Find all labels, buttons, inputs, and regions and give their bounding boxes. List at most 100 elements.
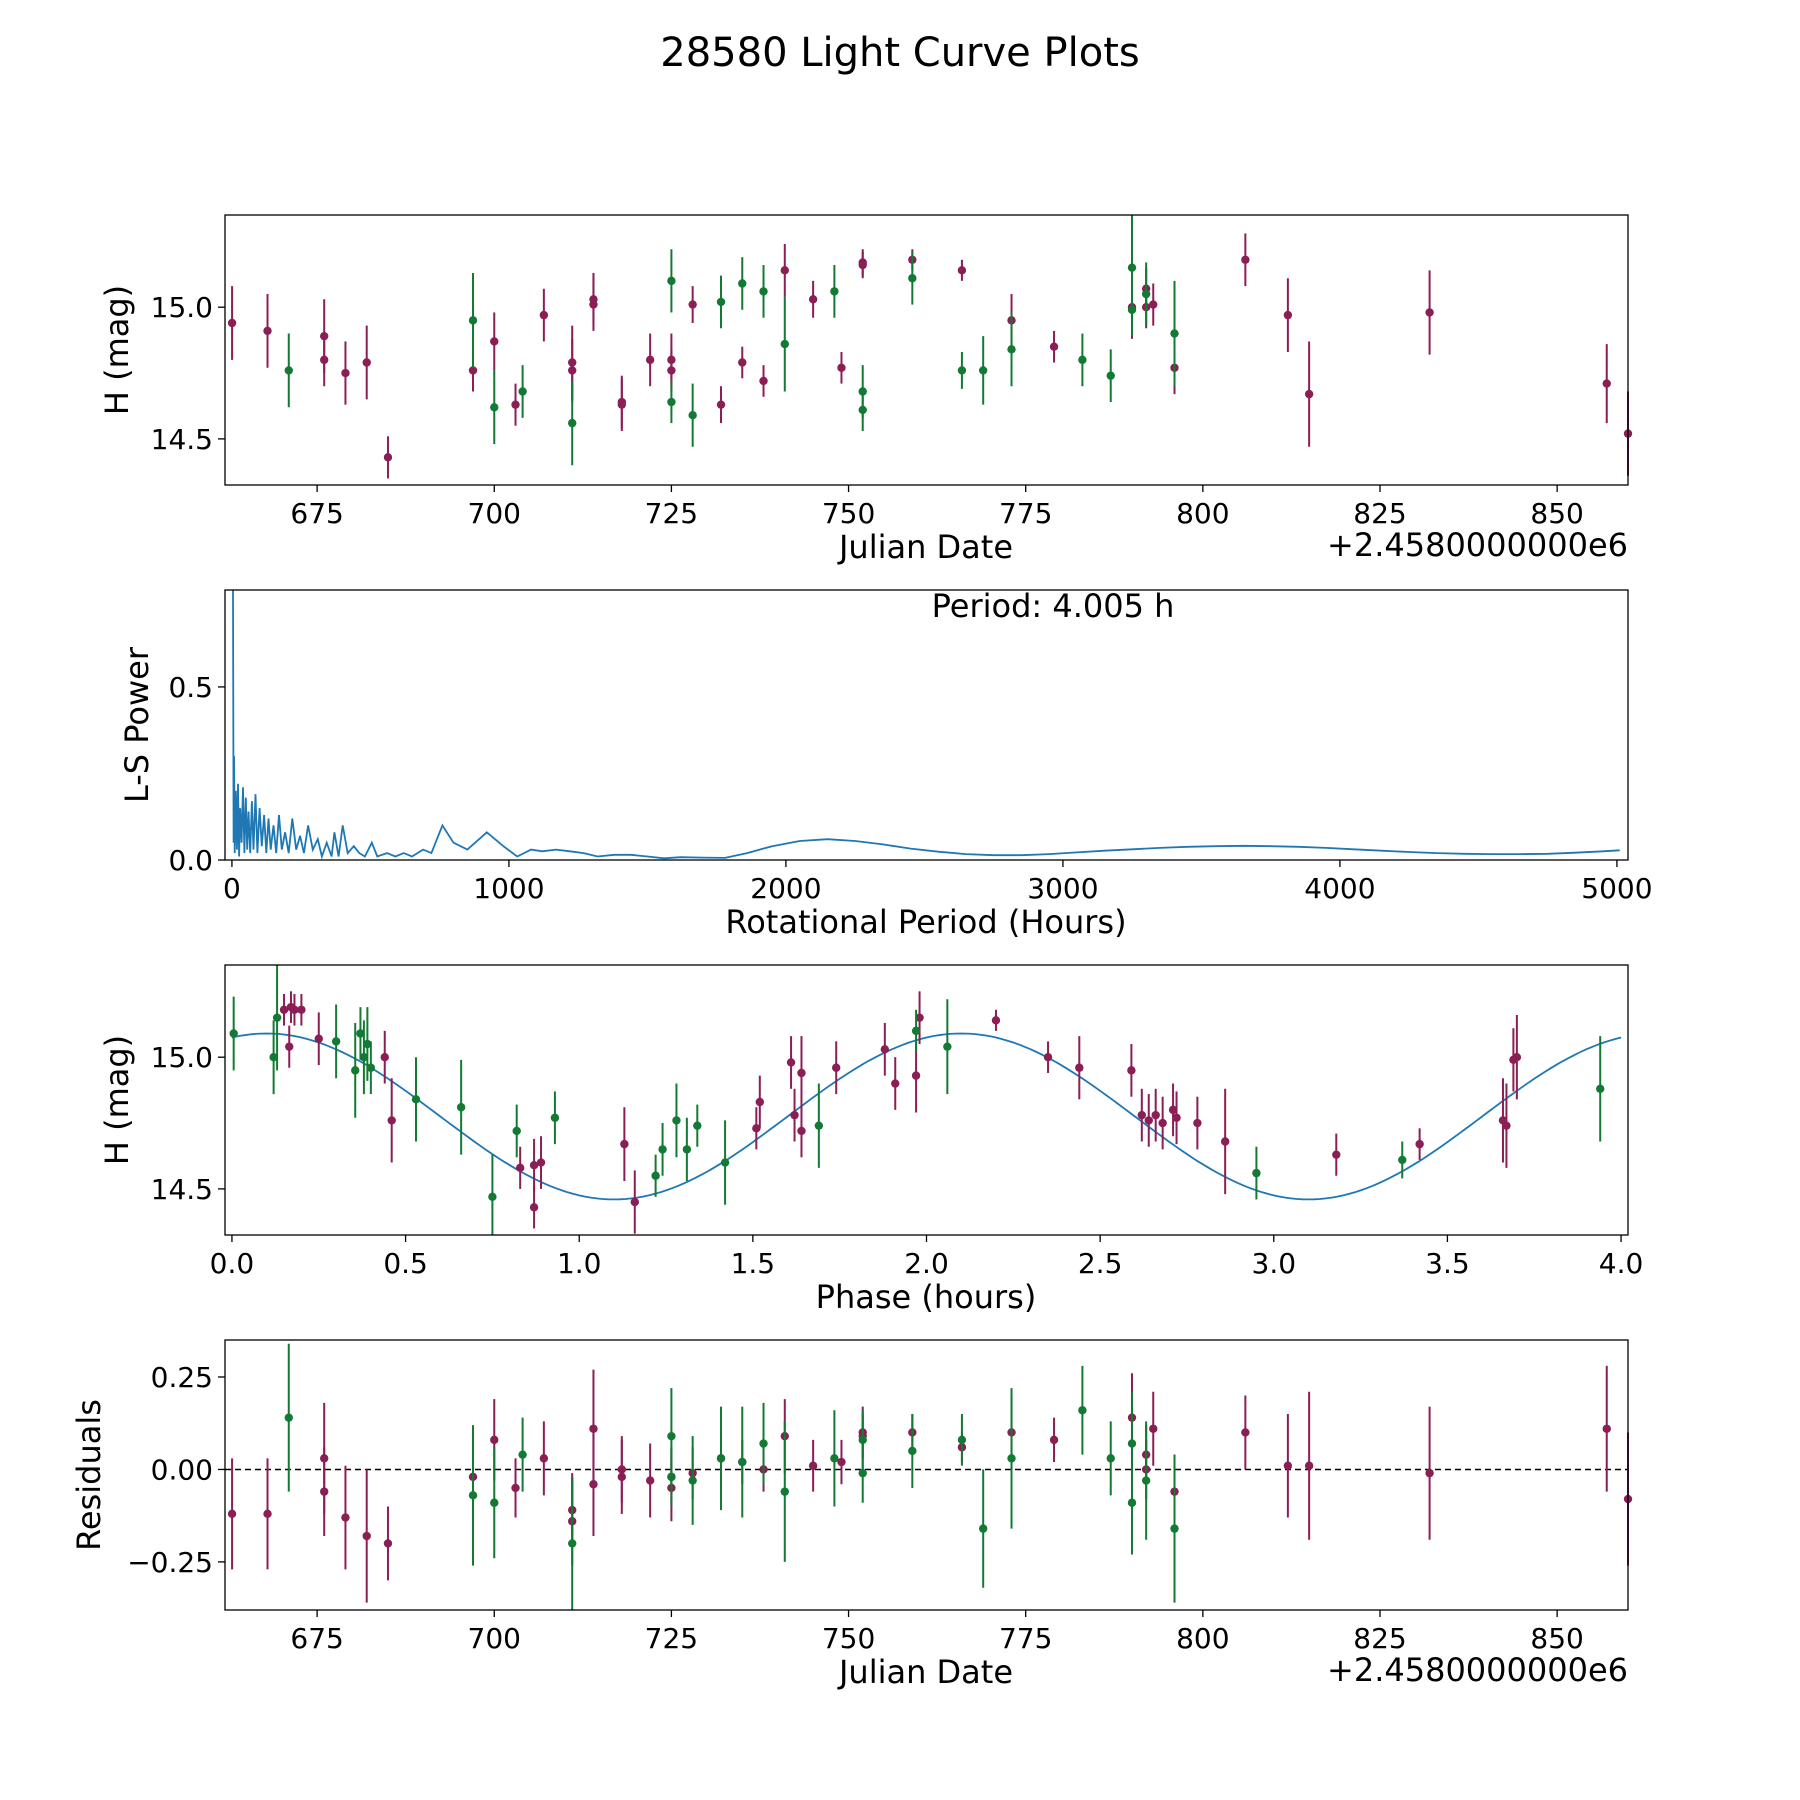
periodogram-marks: [232, 589, 1620, 860]
zr-data-point: [797, 1126, 806, 1136]
zg-data-point: [1252, 1168, 1261, 1178]
zr-data-point: [891, 1079, 900, 1088]
zr-data-point: [617, 397, 627, 407]
zg-data-point: [1106, 371, 1115, 380]
lightcurve-xtick-label: 850: [1530, 497, 1583, 530]
zr-data-point: [991, 1016, 1001, 1025]
zg-data-point: [229, 1029, 238, 1038]
zg-data-point: [957, 1435, 967, 1445]
zg-data-point: [1078, 1406, 1087, 1415]
zg-data-point: [1127, 305, 1137, 315]
zg-data-point: [490, 1498, 499, 1507]
residuals-frame: [224, 1339, 1629, 1611]
phased-ytick-label: 15.0: [151, 1041, 213, 1074]
zr-data-point: [1193, 1118, 1202, 1128]
zg-data-point: [1596, 1084, 1605, 1094]
periodogram-xtick-label: 2000: [750, 872, 821, 905]
zr-data-point: [1283, 1461, 1293, 1470]
lightcurve-xtick-label: 800: [1176, 497, 1229, 530]
zr-data-point: [290, 1005, 299, 1014]
zg-data-point: [269, 1052, 278, 1062]
zr-data-point: [511, 1483, 520, 1493]
zr-data-point: [539, 310, 549, 320]
zg-data-point: [272, 1013, 282, 1022]
zr-data-point: [568, 366, 577, 375]
zg-data-point: [488, 1192, 497, 1202]
lightcurve-panel: 675 700 725 750 775 800 825 850 14.5 15.0 Julian…: [98, 214, 1633, 566]
lightcurve-yticks: 14.5 15.0: [151, 291, 225, 456]
lightcurve-xtick-label: 825: [1353, 497, 1406, 530]
lightcurve-xtick-label: 750: [822, 497, 875, 530]
lightcurve-xticks: 675 700 725 750 775 800 825 850: [290, 485, 1584, 530]
residuals-xtick-label: 700: [468, 1622, 521, 1655]
zr-data-point: [227, 1509, 237, 1519]
zr-data-point: [1127, 1066, 1136, 1075]
zg-data-point: [1141, 289, 1151, 299]
zg-data-point: [518, 1450, 527, 1459]
lightcurve-xtick-label: 725: [645, 497, 698, 530]
periodogram-yticks: 0.0 0.5: [168, 671, 225, 877]
residuals-xtick-label: 750: [822, 1622, 875, 1655]
phased-yticks: 14.5 15.0: [151, 1041, 225, 1206]
zr-data-point: [832, 1063, 841, 1072]
phased-panel: 0.0 0.5 1.0 1.5 2.0 2.5 3.0 3.5 4.0 14.5 15.0 Pha…: [98, 964, 1643, 1316]
zr-data-point: [738, 358, 747, 367]
zg-data-point: [1007, 1454, 1016, 1463]
zg-data-point: [667, 397, 676, 407]
zr-data-point: [1149, 1424, 1158, 1433]
zg-data-point: [780, 1487, 789, 1496]
zr-data-point: [716, 400, 726, 409]
zg-data-point: [908, 274, 917, 283]
zg-data-point: [1170, 329, 1179, 338]
zg-data-point: [359, 1052, 369, 1062]
zr-data-point: [1149, 300, 1158, 309]
zg-data-point: [1078, 355, 1087, 365]
zr-data-point: [759, 376, 768, 386]
residuals-xlabel: Julian Date: [837, 1653, 1013, 1691]
zr-data-point: [645, 1476, 655, 1485]
lightcurve-marks: [227, 215, 1633, 479]
residuals-ylabel: Residuals: [70, 1399, 108, 1551]
zr-data-point: [341, 1513, 350, 1522]
zr-data-point: [320, 1487, 329, 1496]
figure-title: 28580 Light Curve Plots: [660, 30, 1139, 76]
zr-data-point: [1425, 1468, 1434, 1478]
zg-data-point: [858, 405, 867, 415]
zr-data-point: [1144, 1116, 1153, 1125]
lightcurve-xtick-label: 675: [290, 497, 343, 530]
residuals-xtick-label: 725: [645, 1622, 698, 1655]
zr-data-point: [630, 1197, 639, 1207]
zg-data-point: [356, 1029, 365, 1038]
zr-data-point: [511, 400, 520, 409]
zr-data-point: [279, 1005, 289, 1014]
zr-data-point: [880, 1045, 890, 1054]
zr-data-point: [515, 1163, 525, 1173]
periodogram-panel: 0 1000 2000 3000 4000 5000 0.0 0.5 Period: 4.0…: [118, 587, 1653, 941]
zr-data-point: [1304, 389, 1314, 399]
zg-data-point: [716, 297, 726, 307]
residuals-xtick-label: 825: [1353, 1622, 1406, 1655]
zr-data-point: [314, 1034, 323, 1043]
zg-data-point: [830, 1454, 839, 1463]
zg-data-point: [1398, 1155, 1407, 1165]
lightcurve-frame: [224, 214, 1629, 486]
zg-data-point: [1127, 263, 1137, 272]
zg-data-point: [1127, 1498, 1137, 1507]
periodogram-xtick-label: 0: [223, 872, 241, 905]
zr-data-point: [320, 355, 329, 365]
zr-data-point: [589, 1480, 598, 1489]
zr-data-point: [1049, 1435, 1059, 1445]
phased-ytick-label: 14.5: [151, 1173, 213, 1206]
zr-data-point: [529, 1203, 539, 1212]
zr-data-point: [1241, 255, 1250, 264]
zg-data-point: [1127, 1439, 1137, 1448]
zr-data-point: [957, 266, 967, 275]
phased-xlabel: Phase (hours): [816, 1278, 1037, 1316]
phased-xtick-label: 1.5: [731, 1247, 776, 1280]
zr-data-point: [1602, 379, 1611, 388]
zr-data-point: [837, 363, 846, 372]
zg-data-point: [550, 1113, 560, 1122]
zr-data-point: [620, 1139, 629, 1149]
zr-data-point: [755, 1097, 765, 1107]
lightcurve-xlabel: Julian Date: [837, 528, 1013, 566]
